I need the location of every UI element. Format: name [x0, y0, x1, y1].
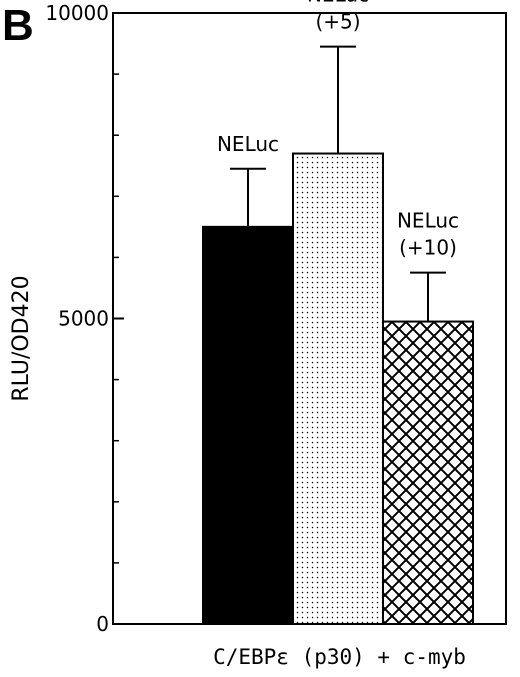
bar	[202, 225, 294, 625]
y-axis-label: RLU/OD420	[9, 275, 34, 401]
y-tick-label: 0	[96, 612, 109, 636]
y-tick-label: 5000	[58, 307, 109, 331]
bar	[292, 152, 384, 625]
bar-group: NELuc (+5)	[292, 0, 384, 625]
bar	[382, 320, 474, 625]
bar-label: (+5)	[315, 10, 360, 34]
y-ticks: 0 5000 10000	[45, 1, 124, 636]
panel-label: B	[2, 1, 34, 50]
bar-label: NELuc	[397, 209, 459, 233]
x-axis-label: C/EBPε (p30) + c-myb	[213, 645, 466, 669]
bar-group: NELuc (+10)	[382, 209, 474, 625]
bar-label: NELuc	[307, 0, 369, 7]
y-tick-label: 10000	[45, 1, 109, 25]
bar-label: (+10)	[399, 236, 457, 260]
bar-label: NELuc	[217, 132, 279, 156]
bar-group: NELuc	[202, 132, 294, 625]
bars: NELuc NELuc (+5) NELuc (+10)	[202, 0, 474, 625]
